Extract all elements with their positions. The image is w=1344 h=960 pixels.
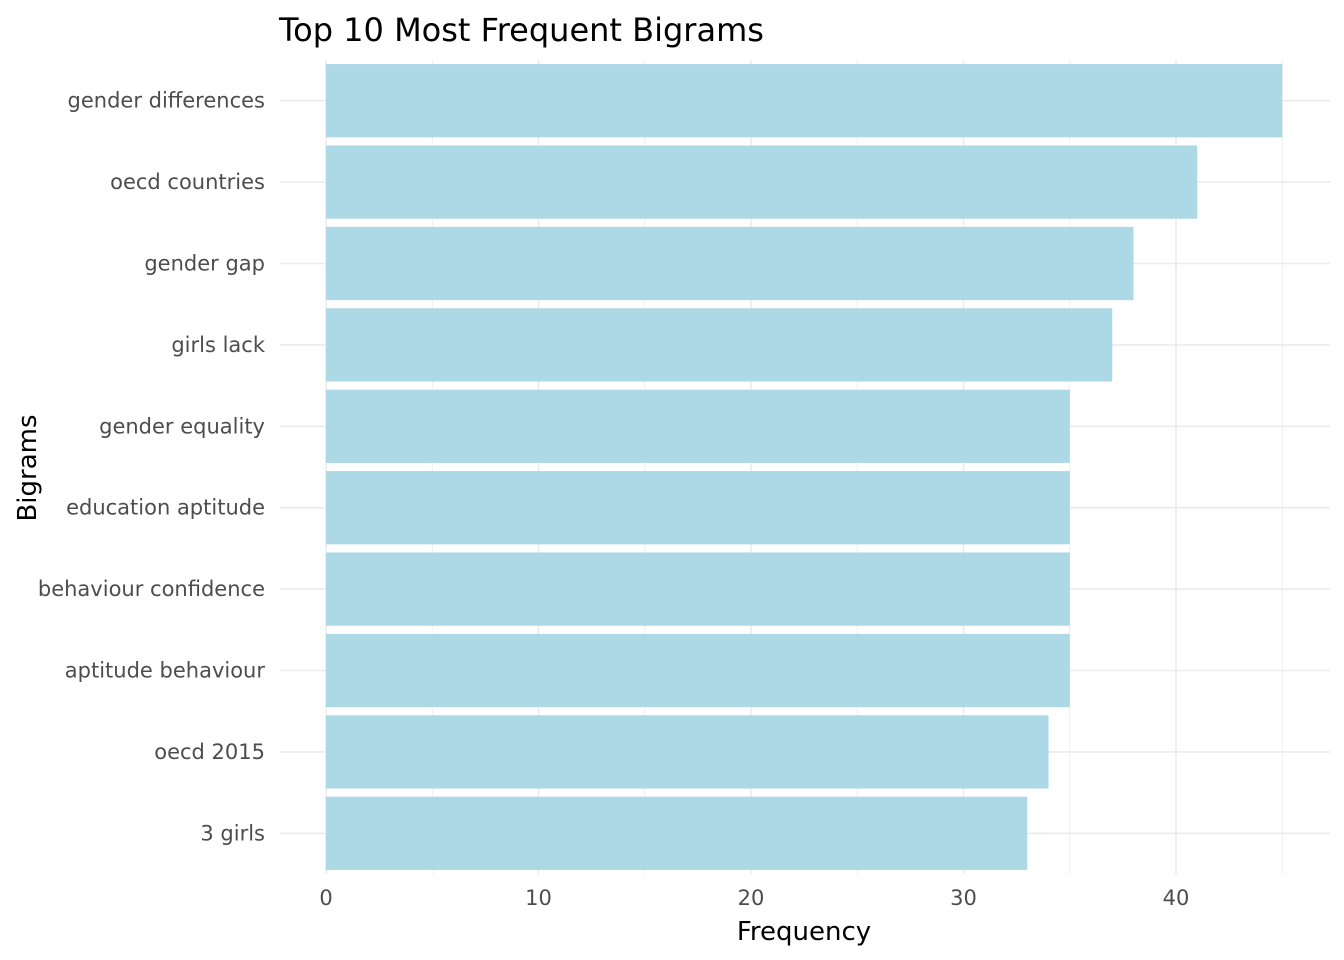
- x-tick-label: 20: [738, 886, 765, 910]
- bar: [326, 796, 1028, 870]
- bar: [326, 471, 1070, 545]
- y-axis-label: Bigrams: [13, 414, 43, 521]
- y-tick-label: oecd 2015: [154, 740, 265, 764]
- x-tick-label: 30: [950, 886, 977, 910]
- chart-title: Top 10 Most Frequent Bigrams: [278, 11, 764, 49]
- bar: [326, 715, 1049, 789]
- bar: [326, 552, 1070, 626]
- y-tick-label: girls lack: [171, 333, 265, 357]
- y-tick-label: gender differences: [68, 89, 265, 113]
- y-tick-label: oecd countries: [110, 170, 265, 194]
- y-tick-label: 3 girls: [200, 821, 265, 845]
- x-tick-label: 40: [1163, 886, 1190, 910]
- y-tick-label: behaviour confidence: [38, 577, 265, 601]
- bars: [326, 64, 1283, 870]
- x-axis-label: Frequency: [737, 917, 871, 947]
- x-tick-label: 10: [525, 886, 552, 910]
- y-tick-labels: gender differences oecd countries gender g…: [38, 89, 266, 846]
- x-tick-labels: 0 10 20 30 40: [319, 886, 1189, 910]
- bar: [326, 308, 1113, 382]
- y-tick-label: gender equality: [99, 414, 265, 438]
- bar: [326, 389, 1070, 463]
- y-tick-label: aptitude behaviour: [65, 659, 266, 683]
- bar: [326, 633, 1070, 708]
- bar: [326, 145, 1198, 219]
- bar: [326, 64, 1283, 138]
- y-tick-label: gender gap: [144, 252, 265, 276]
- y-tick-label: education aptitude: [66, 496, 265, 520]
- x-tick-label: 0: [319, 886, 332, 910]
- bar: [326, 226, 1134, 301]
